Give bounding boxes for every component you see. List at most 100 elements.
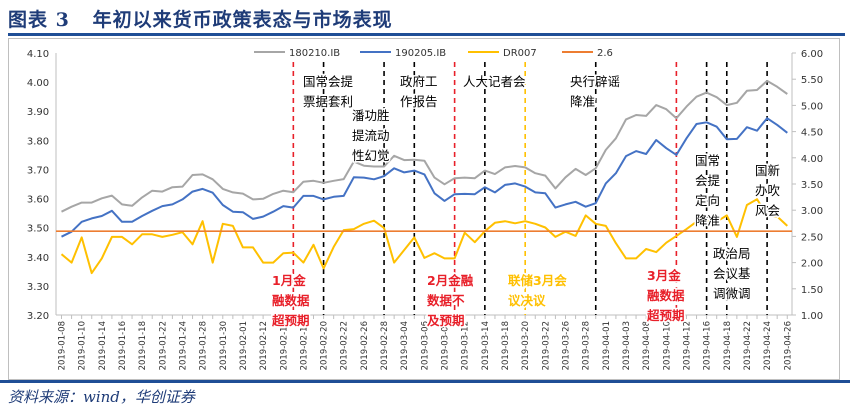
x-tick-label: 2019-02-28 [380, 321, 390, 370]
annotation-text: 潘功胜 [352, 108, 390, 123]
x-tick-label: 2019-02-26 [360, 321, 370, 370]
x-tick-label: 2019-03-18 [501, 321, 511, 370]
annotation-text: 性幻觉 [352, 148, 390, 163]
x-tick-label: 2019-04-08 [642, 321, 652, 370]
bottom-rule [0, 380, 850, 383]
left-tick-label: 3.80 [27, 136, 49, 147]
annotation-text: 风会 [755, 203, 781, 218]
annotation-text: 超预期 [646, 308, 685, 323]
right-tick-label: 1.50 [801, 285, 823, 296]
left-tick-label: 3.60 [27, 195, 49, 206]
x-tick-label: 2019-03-28 [582, 321, 592, 370]
annotation-text: 作报告 [400, 94, 438, 109]
annotation-text: 降准 [570, 94, 595, 109]
x-tick-label: 2019-01-10 [78, 321, 88, 370]
chart-frame [8, 38, 840, 380]
x-tick-label: 2019-01-30 [219, 321, 229, 370]
x-tick-label: 2019-02-14 [279, 321, 289, 370]
left-tick-label: 4.00 [27, 78, 49, 89]
figure-title: 图表 3 年初以来货币政策表态与市场表现 [8, 9, 393, 31]
annotation-text: 融数据 [647, 288, 685, 303]
x-tick-label: 2019-01-22 [158, 321, 168, 370]
x-tick-label: 2019-04-18 [723, 321, 733, 370]
right-tick-label: 6.00 [801, 49, 823, 60]
axes: 3.20 3.30 3.40 3.50 3.60 3.70 3.80 3.90 4.00 4.10… [27, 49, 823, 370]
annotation-text: 会议基 [713, 266, 751, 281]
right-tick-label: 3.50 [801, 180, 823, 191]
x-tick-label: 2019-03-06 [420, 321, 430, 370]
annotation-text: 超预期 [271, 313, 310, 328]
annotation-text: 国常会提 [303, 74, 354, 89]
annotation-text: 政府工 [400, 74, 438, 89]
right-tick-label: 5.50 [801, 75, 823, 86]
x-tick-label: 2019-01-28 [199, 321, 209, 370]
event-lines [292, 62, 768, 315]
annotation-text: 联储3月会 [508, 273, 567, 288]
series-lines [56, 79, 792, 275]
right-tick-label: 1.00 [801, 311, 823, 322]
x-tick-label: 2019-01-16 [118, 321, 128, 370]
legend-label: 180210.IB [289, 48, 340, 59]
annotation-text: 数据不 [426, 293, 465, 308]
x-tick-label: 2019-03-04 [400, 321, 410, 370]
x-tick-label: 2019-04-01 [602, 321, 612, 370]
title-rule [8, 33, 845, 36]
legend: 180210.IB 190205.IB DR007 2.6 [254, 48, 613, 59]
annotation-text: 定向 [695, 193, 720, 208]
left-tick-label: 3.20 [27, 311, 49, 322]
x-tick-label: 2019-02-22 [340, 321, 350, 370]
annotation-text: 调微调 [713, 286, 751, 301]
annotation-text: 降准 [695, 213, 720, 228]
event-annotations: 1月金融数据超预期国常会提票据套利潘功胜提流动性幻觉政府工作报告2月金融数据不及… [270, 73, 783, 330]
right-tick-label: 2.00 [801, 259, 823, 270]
right-tick-label: 5.00 [801, 101, 823, 112]
annotation-text: 票据套利 [303, 94, 353, 109]
annotation-text: 议决议 [508, 293, 546, 308]
x-tick-label: 2019-02-20 [320, 321, 330, 370]
x-tick-label: 2019-01-18 [138, 321, 148, 370]
right-tick-label: 3.00 [801, 206, 823, 217]
annotation-text: 1月金 [272, 273, 306, 288]
annotation-text: 会提 [695, 173, 721, 188]
annotation-text: 3月金 [647, 268, 681, 283]
legend-label: 2.6 [597, 48, 613, 59]
annotation-text: 办吹 [755, 183, 781, 198]
x-tick-label: 2019-02-12 [259, 321, 269, 370]
x-tick-label: 2019-04-22 [743, 321, 753, 370]
series-line-1 [61, 117, 788, 238]
x-tick-label: 2019-01-24 [178, 321, 188, 370]
left-tick-label: 3.30 [27, 282, 49, 293]
x-tick-label: 2019-03-08 [441, 321, 451, 370]
legend-label: 190205.IB [395, 48, 446, 59]
legend-label: DR007 [503, 48, 537, 59]
x-tick-label: 2019-02-01 [239, 321, 249, 370]
right-tick-label: 4.00 [801, 154, 823, 165]
x-tick-label: 2019-04-03 [622, 321, 632, 370]
series-line-0 [61, 79, 788, 213]
annotation-text: 政治局 [713, 246, 751, 261]
annotation-text: 国新 [755, 163, 780, 178]
left-tick-label: 3.50 [27, 224, 49, 235]
annotation-text: 央行辟谣 [570, 74, 620, 89]
x-tick-label: 2019-04-24 [763, 321, 773, 370]
x-tick-label: 2019-04-10 [662, 321, 672, 370]
x-tick-label: 2019-04-12 [682, 321, 692, 370]
right-tick-label: 2.50 [801, 232, 823, 243]
annotation-text: 人大记者会 [463, 74, 526, 89]
annotation-text: 2月金融 [427, 273, 474, 288]
left-tick-label: 4.10 [27, 49, 49, 60]
x-tick-label: 2019-01-08 [58, 321, 68, 370]
x-tick-label: 2019-04-26 [783, 321, 793, 370]
annotation-text: 提流动 [352, 128, 390, 143]
x-tick-label: 2019-03-26 [562, 321, 572, 370]
x-tick-label: 2019-04-16 [703, 321, 713, 370]
x-tick-label: 2019-02-18 [299, 321, 309, 370]
annotation-text: 及预期 [427, 313, 465, 328]
right-tick-label: 4.50 [801, 128, 823, 139]
left-tick-label: 3.70 [27, 165, 49, 176]
x-tick-label: 2019-03-14 [481, 321, 491, 370]
left-tick-label: 3.90 [27, 107, 49, 118]
x-tick-label: 2019-01-14 [98, 321, 108, 370]
annotation-text: 国常 [695, 153, 720, 168]
